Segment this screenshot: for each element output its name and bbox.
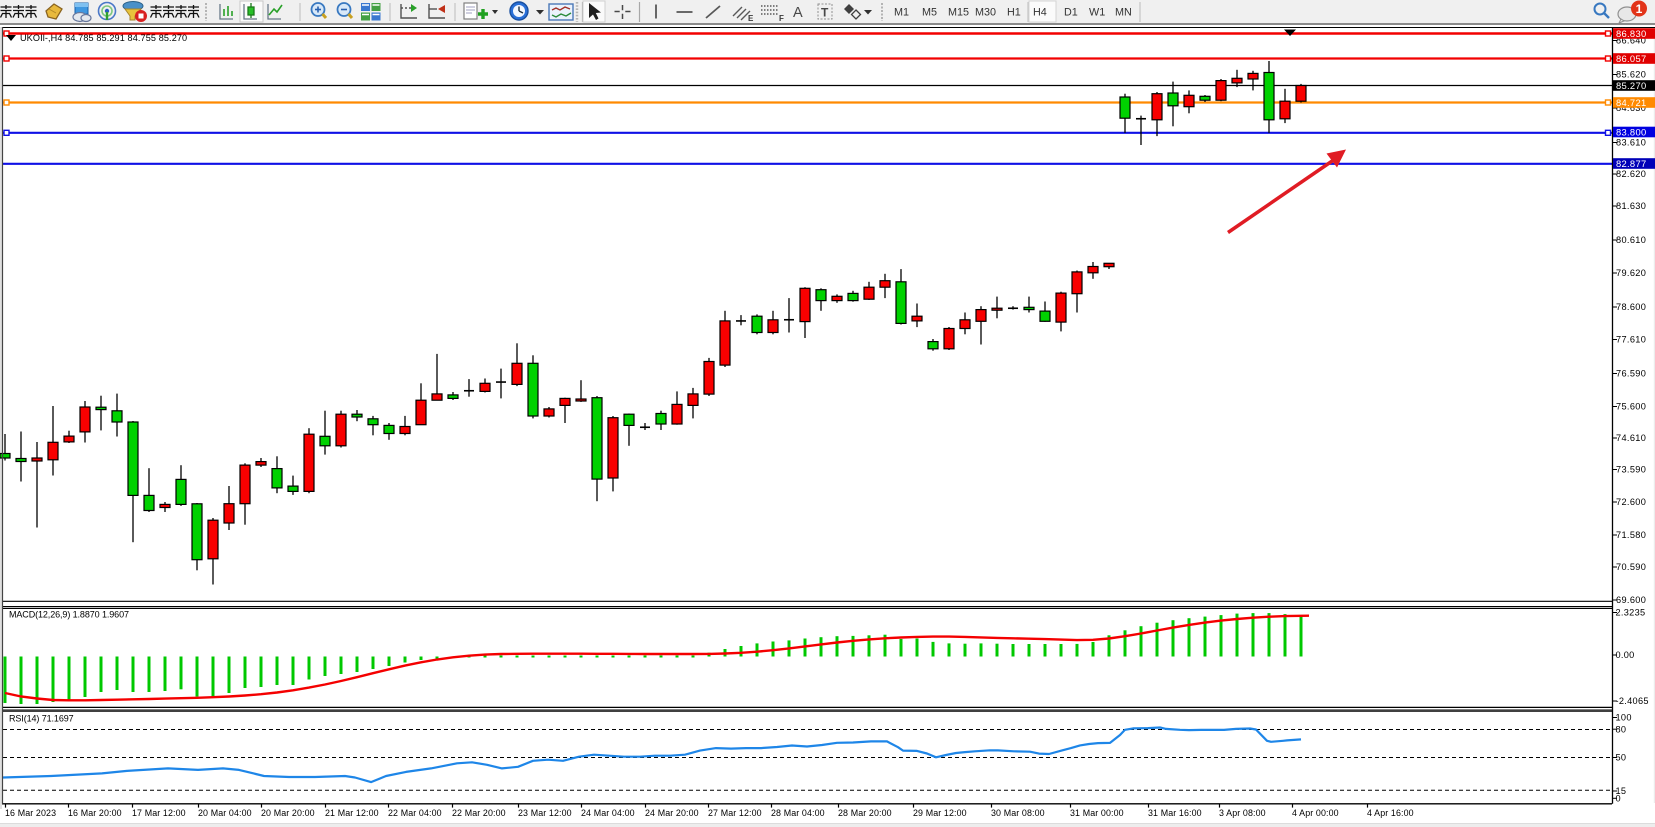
svg-text:E: E [748, 14, 754, 23]
svg-text:20 Mar 20:00: 20 Mar 20:00 [261, 808, 315, 818]
svg-text:24 Mar 20:00: 24 Mar 20:00 [645, 808, 699, 818]
svg-text:82.620: 82.620 [1616, 169, 1646, 179]
svg-text:21 Mar 12:00: 21 Mar 12:00 [325, 808, 379, 818]
svg-text:84.721: 84.721 [1616, 97, 1646, 108]
svg-text:86.640: 86.640 [1616, 36, 1646, 46]
svg-text:72.600: 72.600 [1616, 497, 1646, 507]
svg-text:70.590: 70.590 [1616, 562, 1646, 572]
svg-text:81.630: 81.630 [1616, 201, 1646, 211]
svg-text:16 Mar 2023: 16 Mar 2023 [5, 808, 56, 818]
svg-text:28 Mar 20:00: 28 Mar 20:00 [838, 808, 892, 818]
svg-text:15: 15 [1616, 786, 1627, 796]
svg-text:79.620: 79.620 [1616, 268, 1646, 278]
svg-text:16 Mar 20:00: 16 Mar 20:00 [68, 808, 122, 818]
svg-text:0.00: 0.00 [1616, 650, 1635, 660]
svg-text:31 Mar 00:00: 31 Mar 00:00 [1070, 808, 1124, 818]
svg-text:MN: MN [1115, 7, 1132, 19]
svg-text:1: 1 [1636, 2, 1643, 16]
svg-text:73.590: 73.590 [1616, 465, 1646, 475]
svg-text:78.600: 78.600 [1616, 302, 1646, 312]
svg-text:100: 100 [1616, 713, 1632, 723]
svg-text:50: 50 [1616, 753, 1627, 763]
svg-text:76.590: 76.590 [1616, 369, 1646, 379]
svg-text:84.630: 84.630 [1616, 103, 1646, 113]
svg-text:M1: M1 [894, 7, 909, 19]
svg-text:28 Mar 04:00: 28 Mar 04:00 [771, 808, 825, 818]
svg-text:83.610: 83.610 [1616, 138, 1646, 148]
svg-text:75.600: 75.600 [1616, 402, 1646, 412]
svg-text:W1: W1 [1089, 7, 1105, 19]
svg-text:27 Mar 12:00: 27 Mar 12:00 [708, 808, 762, 818]
svg-text:4 Apr 00:00: 4 Apr 00:00 [1292, 808, 1339, 818]
svg-text:80.610: 80.610 [1616, 235, 1646, 245]
svg-text:20 Mar 04:00: 20 Mar 04:00 [198, 808, 252, 818]
svg-text:3 Apr 08:00: 3 Apr 08:00 [1219, 808, 1266, 818]
svg-text:RSI(14) 71.1697: RSI(14) 71.1697 [9, 713, 74, 723]
svg-text:74.610: 74.610 [1616, 433, 1646, 443]
svg-text:MACD(12,26,9) 1.8870 1.9607: MACD(12,26,9) 1.8870 1.9607 [9, 610, 129, 620]
svg-text:83.800: 83.800 [1616, 126, 1646, 137]
svg-text:M15: M15 [948, 7, 969, 19]
svg-text:H4: H4 [1033, 7, 1047, 19]
svg-text:71.580: 71.580 [1616, 530, 1646, 540]
svg-text:UKOIl-,H4 84.785 85.291 84.75: UKOIl-,H4 84.785 85.291 84.755 85.270 [20, 33, 187, 43]
svg-text:80: 80 [1616, 724, 1627, 734]
svg-text:0: 0 [1616, 794, 1621, 804]
svg-text:82.877: 82.877 [1616, 158, 1646, 169]
svg-text:85.620: 85.620 [1616, 70, 1646, 80]
svg-text:22 Mar 04:00: 22 Mar 04:00 [388, 808, 442, 818]
svg-text:86.830: 86.830 [1616, 28, 1646, 39]
svg-text:4 Apr 16:00: 4 Apr 16:00 [1367, 808, 1414, 818]
svg-text:22 Mar 20:00: 22 Mar 20:00 [452, 808, 506, 818]
svg-text:31 Mar 16:00: 31 Mar 16:00 [1148, 808, 1202, 818]
svg-text:86.057: 86.057 [1616, 53, 1646, 64]
svg-text:77.610: 77.610 [1616, 335, 1646, 345]
svg-text:2.3235: 2.3235 [1616, 608, 1646, 618]
svg-text:T: T [821, 6, 829, 20]
svg-text:M30: M30 [975, 7, 996, 19]
svg-text:M5: M5 [922, 7, 937, 19]
svg-text:H1: H1 [1007, 7, 1021, 19]
svg-text:29 Mar 12:00: 29 Mar 12:00 [913, 808, 967, 818]
svg-text:30 Mar 08:00: 30 Mar 08:00 [991, 808, 1045, 818]
svg-text:69.600: 69.600 [1616, 595, 1646, 605]
svg-text:23 Mar 12:00: 23 Mar 12:00 [518, 808, 572, 818]
svg-text:85.270: 85.270 [1616, 80, 1646, 91]
svg-text:24 Mar 04:00: 24 Mar 04:00 [581, 808, 635, 818]
svg-text:A: A [793, 5, 803, 21]
svg-text:F: F [779, 14, 784, 23]
svg-text:-2.4065: -2.4065 [1616, 696, 1649, 706]
svg-text:17 Mar 12:00: 17 Mar 12:00 [132, 808, 186, 818]
svg-text:D1: D1 [1064, 7, 1078, 19]
